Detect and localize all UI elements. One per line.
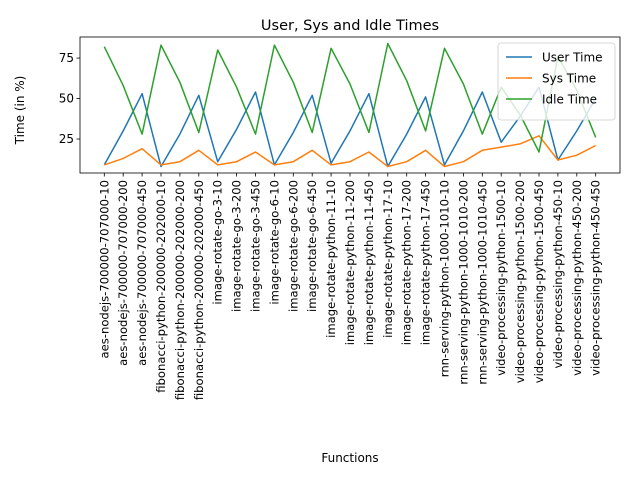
- x-tick-label: image-rotate-python-17-450: [419, 180, 433, 345]
- y-tick-label: 25: [59, 132, 74, 146]
- legend-box: [497, 42, 616, 121]
- series-line-user-time: [103, 86, 597, 168]
- x-tick-label: image-rotate-python-11-450: [362, 180, 376, 345]
- x-tick-label: image-rotate-python-11-200: [343, 180, 357, 345]
- x-tick-label: video-processing-python-1500-200: [513, 180, 527, 383]
- x-tick-label: image-rotate-python-17-200: [400, 180, 414, 345]
- y-axis-label: Time (in %): [13, 76, 27, 146]
- x-tick-label: image-rotate-python-11-10: [324, 180, 338, 338]
- x-tick-label: fibonacci-python-200000-202000-200: [173, 180, 187, 400]
- x-axis-label: Functions: [321, 451, 378, 465]
- x-tick-label: image-rotate-go-6-450: [305, 180, 319, 312]
- x-tick-label: image-rotate-go-3-450: [249, 180, 263, 312]
- chart-title: User, Sys and Idle Times: [261, 18, 439, 34]
- axes-layer: 25 50 75 aes-nodejs-700000-707000-10 aes-nod…: [59, 36, 621, 400]
- x-tick-label: rnn-serving-python-1000-1010-10: [438, 180, 452, 377]
- x-tick-label: aes-nodejs-700000-707000-200: [116, 180, 130, 366]
- y-tick-label: 75: [59, 51, 74, 65]
- x-tick-label: image-rotate-go-6-200: [286, 180, 300, 312]
- legend-label-sys-time: Sys Time: [542, 72, 596, 86]
- x-tick-label: aes-nodejs-700000-707000-10: [97, 180, 111, 358]
- legend-label-idle-time: Idle Time: [542, 93, 597, 107]
- series-line-sys-time: [104, 135, 597, 168]
- x-tick-label: fibonacci-python-200000-202000-10: [154, 180, 168, 393]
- x-tick-label: video-processing-python-450-200: [570, 180, 584, 376]
- x-tick-label: video-processing-python-1500-10: [494, 180, 508, 376]
- x-tick-label: image-rotate-go-6-10: [267, 180, 281, 305]
- y-tick-label: 50: [59, 92, 74, 106]
- x-tick-label: video-processing-python-1500-450: [532, 180, 546, 383]
- x-tick-label: image-rotate-go-3-200: [230, 180, 244, 312]
- x-tick-label: image-rotate-go-3-10: [211, 180, 225, 305]
- legend-label-user-time: User Time: [542, 51, 603, 65]
- x-tick-label: rnn-serving-python-1000-1010-200: [456, 180, 470, 385]
- x-tick-label: video-processing-python-450-450: [589, 180, 603, 376]
- x-tick-label: image-rotate-python-17-10: [381, 180, 395, 338]
- x-tick-label: video-processing-python-450-10: [551, 180, 565, 369]
- x-tick-label: rnn-serving-python-1000-1010-450: [475, 180, 489, 385]
- x-tick-label: fibonacci-python-200000-202000-450: [192, 180, 206, 400]
- x-tick-label: aes-nodejs-700000-707000-450: [135, 180, 149, 366]
- legend: User Time Sys Time Idle Time: [497, 42, 616, 121]
